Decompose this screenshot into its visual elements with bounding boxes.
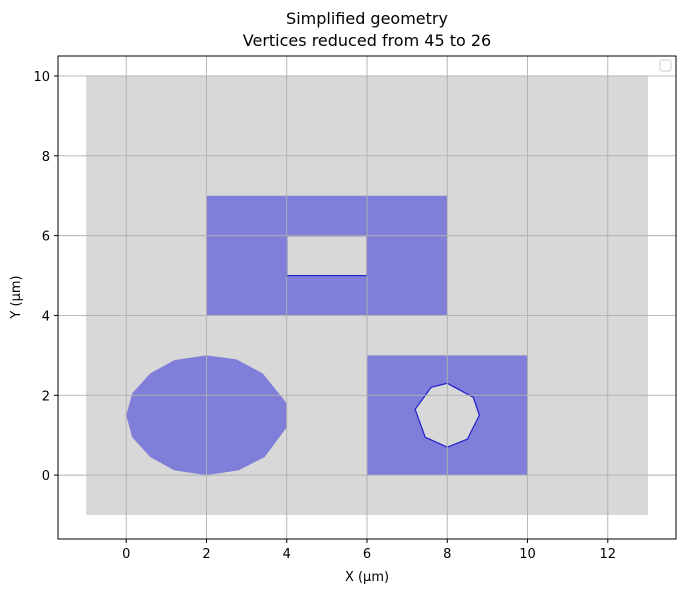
x-tick-label: 12 <box>600 547 617 562</box>
plot-area <box>57 55 677 540</box>
x-tick-label: 10 <box>519 547 536 562</box>
y-tick-label: 10 <box>33 70 50 85</box>
legend-box <box>659 59 672 72</box>
chart-subtitle: Vertices reduced from 45 to 26 <box>243 31 491 50</box>
y-tick-label: 2 <box>42 389 50 404</box>
x-tick-label: 8 <box>443 547 451 562</box>
axis-ticks: 0 2 4 6 8 10 12 0 2 4 6 8 10 <box>33 59 672 562</box>
shape-1-fill <box>206 195 448 316</box>
y-tick-label: 0 <box>42 469 50 484</box>
y-tick-label: 8 <box>42 150 50 165</box>
x-tick-label: 0 <box>122 547 130 562</box>
x-tick-label: 2 <box>202 547 210 562</box>
chart-title: Simplified geometry <box>286 9 448 28</box>
shape-2-fill <box>367 355 528 476</box>
y-tick-label: 6 <box>42 230 50 245</box>
y-axis-label: Y (µm) <box>9 275 24 319</box>
x-tick-label: 4 <box>283 547 291 562</box>
x-tick-label: 6 <box>363 547 371 562</box>
x-axis-label: X (µm) <box>345 570 389 585</box>
plot-content <box>58 56 676 539</box>
y-tick-label: 4 <box>42 309 50 324</box>
